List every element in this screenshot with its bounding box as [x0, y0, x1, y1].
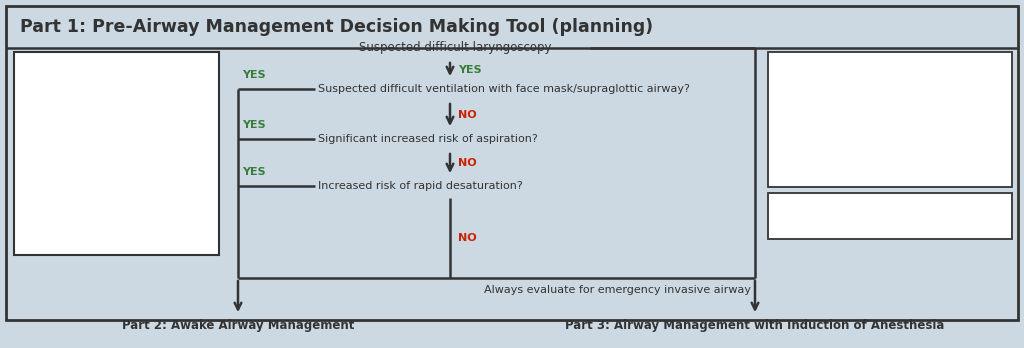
Bar	[768, 52, 1012, 187]
Text: Always evaluate for emergency invasive airway: Always evaluate for emergency invasive a…	[484, 285, 751, 295]
Bar	[6, 6, 1018, 48]
Text: YES: YES	[242, 70, 265, 80]
Bar	[768, 193, 1012, 239]
Text: YES: YES	[242, 167, 265, 177]
Text: YES: YES	[242, 120, 265, 130]
Text: This tool can be used to
choose between the awake
or post-induction airway
strat: This tool can be used to choose between …	[24, 60, 173, 171]
Text: Part 2: Awake Airway Management: Part 2: Awake Airway Management	[122, 319, 354, 332]
Text: Part 3: Airway Management with Induction of Anesthesia: Part 3: Airway Management with Induction…	[565, 319, 945, 332]
Text: NO: NO	[458, 110, 476, 120]
Text: Suspected difficult ventilation with face mask/supraglottic airway?: Suspected difficult ventilation with fac…	[318, 84, 690, 94]
Bar	[14, 52, 219, 255]
Text: NO: NO	[458, 233, 476, 243]
Text: Significant increased risk of aspiration?: Significant increased risk of aspiration…	[318, 134, 538, 144]
Text: YES: YES	[458, 64, 481, 74]
Text: Any one factor alone (assessed
difficulty with intubation,
ventilation, or aspir: Any one factor alone (assessed difficult…	[776, 60, 947, 142]
Text: Part 1: Pre-Airway Management Decision Making Tool (planning): Part 1: Pre-Airway Management Decision M…	[20, 18, 653, 36]
Text: Suspected difficult laryngoscopy: Suspected difficult laryngoscopy	[358, 41, 551, 55]
Text: Other patient factors may
require an alternative strategy: Other patient factors may require an alt…	[776, 201, 943, 226]
Text: Increased risk of rapid desaturation?: Increased risk of rapid desaturation?	[318, 181, 522, 191]
Text: NO: NO	[458, 158, 476, 168]
